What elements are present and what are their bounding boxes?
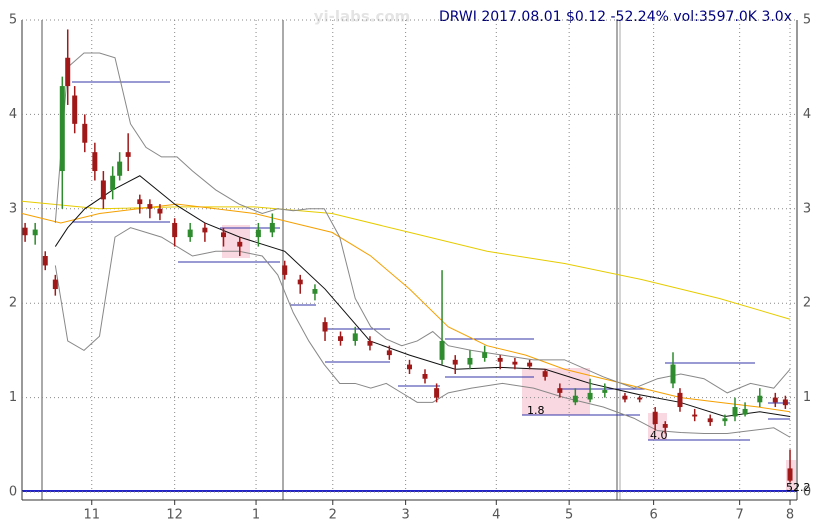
y-tick-label-right: 4 (803, 107, 811, 122)
watermark: yi-labs.com (314, 8, 411, 26)
annotation: 52.2 (786, 481, 811, 494)
x-tick-label: 3 (401, 508, 409, 523)
x-tick-label: 6 (649, 508, 657, 523)
candle-body (572, 395, 578, 403)
candle-body (434, 388, 440, 398)
x-tick-label: 1 (252, 508, 260, 523)
candle-body (557, 388, 563, 393)
candle-body (787, 468, 793, 481)
y-tick-label: 0 (9, 485, 17, 500)
candle-body (322, 322, 328, 332)
x-tick-label: 7 (736, 508, 744, 523)
candle-body (407, 364, 412, 370)
candle-body (782, 399, 788, 406)
candle-body (670, 364, 676, 384)
indicator-line (54, 175, 791, 417)
candle-body (72, 95, 78, 124)
x-tick-label: 8 (786, 508, 794, 523)
annotation: 1.8 (527, 404, 545, 417)
candle-body (722, 418, 728, 422)
candle-body (157, 208, 163, 214)
candle-body (65, 57, 71, 87)
y-tick-label: 2 (9, 296, 17, 311)
candle-body (742, 408, 748, 415)
candle-body (512, 361, 518, 365)
annotation: 4.0 (650, 429, 668, 442)
candle-body (221, 232, 226, 238)
x-tick-label: 4 (492, 508, 500, 523)
y-tick-label: 5 (9, 13, 17, 28)
y-tick-label: 4 (9, 107, 17, 122)
candle-body (137, 199, 143, 205)
candle-body (282, 265, 288, 275)
candle-body (386, 350, 392, 356)
candle-body (587, 392, 593, 400)
y-tick-label-right: 1 (803, 390, 811, 405)
candle-body (125, 152, 131, 157)
highlight-zone (522, 368, 590, 415)
candle-body (467, 357, 473, 365)
y-tick-label-right: 3 (803, 201, 811, 216)
candle-body (662, 424, 668, 428)
candle-body (52, 279, 58, 290)
candle-body (352, 333, 358, 341)
y-tick-label-right: 5 (803, 13, 811, 28)
candle-body (482, 352, 488, 358)
candle-body (422, 374, 428, 379)
decorations (21, 20, 798, 501)
candle-body (732, 407, 738, 417)
candle-body (622, 395, 628, 400)
indicator-line (54, 52, 791, 394)
candle-body (22, 227, 28, 236)
candle-body (82, 123, 88, 143)
candle-body (757, 395, 763, 403)
candle-body (187, 229, 193, 238)
candle-body (59, 86, 65, 172)
candle-body (338, 336, 344, 341)
candle-body (42, 256, 48, 266)
candle-body (297, 279, 303, 285)
candle-body (312, 289, 318, 294)
x-tick-label: 5 (565, 508, 573, 523)
candle-body (527, 362, 533, 367)
candle-body (439, 340, 445, 360)
candle-body (32, 229, 38, 236)
x-tick-label: 11 (83, 508, 100, 523)
y-tick-label: 1 (9, 390, 17, 405)
candle-body (497, 357, 503, 362)
candle-body (147, 204, 153, 209)
chart-title: DRWI 2017.08.01 $0.12 -52.24% vol:3597.0… (439, 9, 792, 25)
candle-body (100, 180, 106, 200)
candle-body (637, 397, 643, 400)
indicator-line (54, 227, 791, 438)
candle-body (772, 397, 778, 403)
candle-body (172, 222, 178, 238)
candle-body (692, 414, 698, 417)
y-tick-label: 3 (9, 201, 17, 216)
candle-body (542, 371, 548, 377)
candle-body (452, 359, 458, 365)
candle-body (367, 340, 373, 346)
x-tick-label: 2 (329, 508, 337, 523)
candle-body (602, 390, 608, 393)
candle-body (677, 392, 683, 408)
candle-body (269, 222, 275, 233)
candle-body (652, 411, 658, 425)
candle-body (110, 175, 116, 190)
level-lines (72, 81, 790, 441)
candle-body (255, 229, 261, 238)
y-tick-label-right: 0 (803, 485, 811, 500)
candle-body (237, 241, 243, 247)
y-tick-label-right: 2 (803, 296, 811, 311)
x-tick-label: 12 (166, 508, 183, 523)
candle-body (707, 418, 713, 423)
candle-body (92, 152, 98, 172)
candle-body (202, 227, 208, 233)
candle-body (117, 161, 123, 176)
